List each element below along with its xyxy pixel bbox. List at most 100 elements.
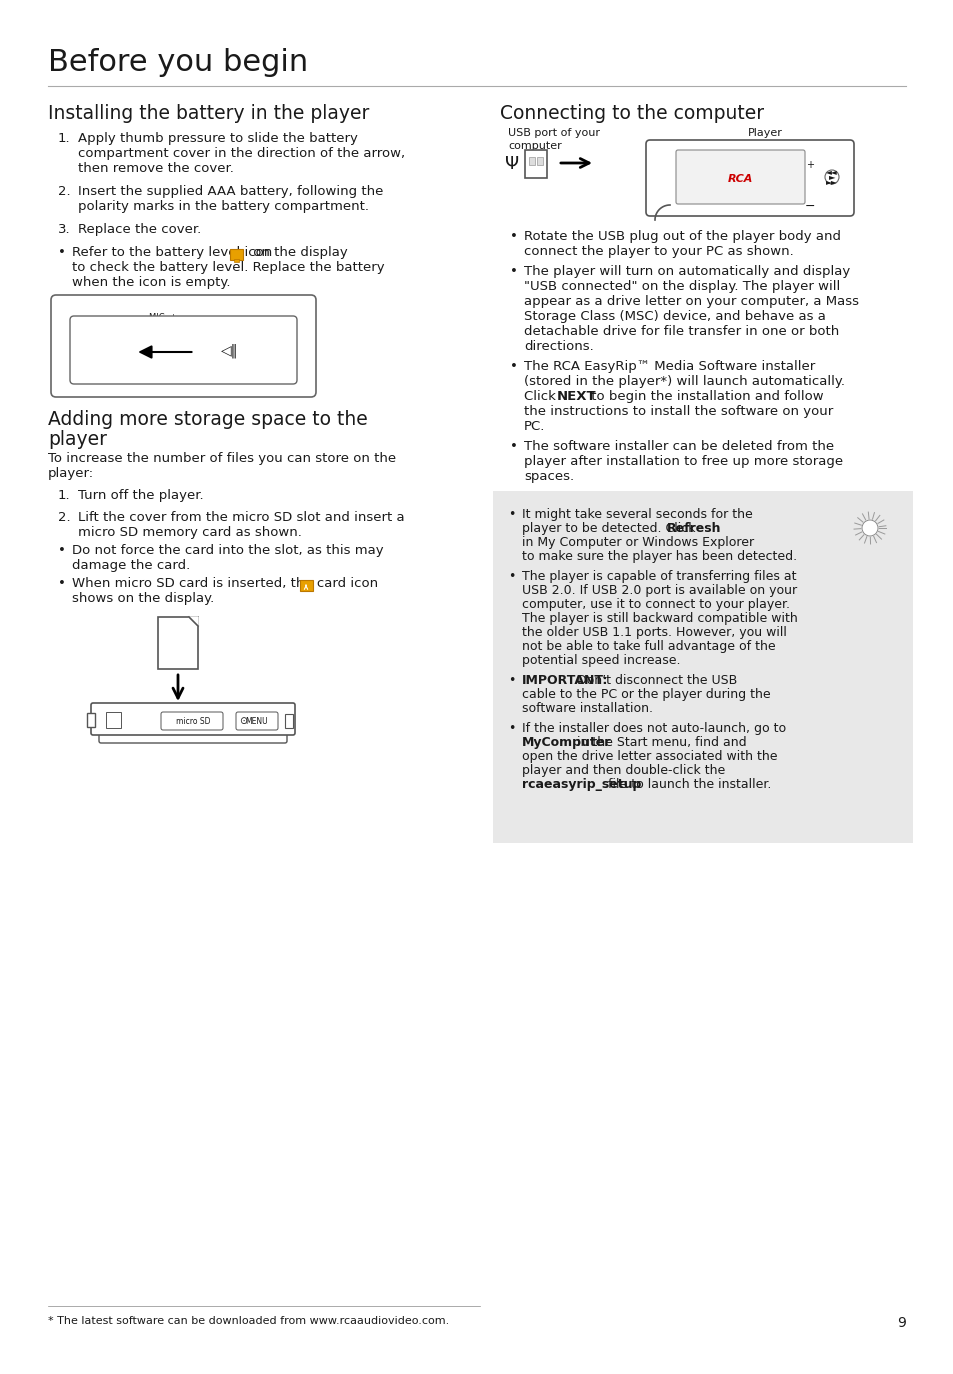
Text: ◄◄: ◄◄ bbox=[825, 168, 837, 176]
Text: •: • bbox=[58, 577, 66, 589]
Text: +: + bbox=[805, 159, 813, 170]
Text: not be able to take full advantage of the: not be able to take full advantage of th… bbox=[521, 640, 775, 653]
Text: MIC  +: MIC + bbox=[149, 313, 177, 322]
FancyBboxPatch shape bbox=[91, 703, 294, 735]
Text: Storage Class (MSC) device, and behave as a: Storage Class (MSC) device, and behave a… bbox=[523, 311, 825, 323]
Text: shows on the display.: shows on the display. bbox=[71, 592, 214, 605]
Text: Click: Click bbox=[523, 390, 559, 403]
Text: Replace the cover.: Replace the cover. bbox=[78, 223, 201, 236]
Text: ◁‖: ◁‖ bbox=[220, 344, 238, 359]
Text: 2.: 2. bbox=[58, 511, 71, 523]
Text: •: • bbox=[58, 246, 66, 260]
Text: polarity marks in the battery compartment.: polarity marks in the battery compartmen… bbox=[78, 201, 369, 213]
Text: ►: ► bbox=[828, 173, 835, 181]
Text: If the installer does not auto-launch, go to: If the installer does not auto-launch, g… bbox=[521, 721, 785, 735]
Text: •: • bbox=[507, 570, 515, 583]
Text: * The latest software can be downloaded from www.rcaaudiovideo.com.: * The latest software can be downloaded … bbox=[48, 1316, 449, 1326]
Text: open the drive letter associated with the: open the drive letter associated with th… bbox=[521, 750, 777, 763]
Polygon shape bbox=[189, 617, 198, 627]
Text: software installation.: software installation. bbox=[521, 702, 652, 714]
Text: MENU: MENU bbox=[246, 716, 268, 725]
Text: Installing the battery in the player: Installing the battery in the player bbox=[48, 104, 369, 124]
Text: connect the player to your PC as shown.: connect the player to your PC as shown. bbox=[523, 245, 793, 258]
FancyBboxPatch shape bbox=[529, 157, 535, 165]
Text: file to launch the installer.: file to launch the installer. bbox=[604, 778, 771, 791]
FancyBboxPatch shape bbox=[158, 617, 198, 669]
Text: Do not force the card into the slot, as this may: Do not force the card into the slot, as … bbox=[71, 544, 383, 556]
FancyBboxPatch shape bbox=[161, 712, 223, 730]
Text: to begin the installation and follow: to begin the installation and follow bbox=[586, 390, 822, 403]
Text: The RCA EasyRip™ Media Software installer: The RCA EasyRip™ Media Software installe… bbox=[523, 360, 815, 372]
Text: When micro SD card is inserted, the card icon: When micro SD card is inserted, the card… bbox=[71, 577, 382, 589]
Text: in My Computer or Windows Explorer: in My Computer or Windows Explorer bbox=[521, 536, 753, 550]
Text: ►►: ►► bbox=[825, 177, 837, 187]
Text: Don’t disconnect the USB: Don’t disconnect the USB bbox=[573, 675, 737, 687]
Text: appear as a drive letter on your computer, a Mass: appear as a drive letter on your compute… bbox=[523, 295, 858, 308]
Text: Apply thumb pressure to slide the battery: Apply thumb pressure to slide the batter… bbox=[78, 132, 357, 146]
Text: To increase the number of files you can store on the: To increase the number of files you can … bbox=[48, 452, 395, 464]
Text: It might take several seconds for the: It might take several seconds for the bbox=[521, 508, 752, 521]
Text: Lift the cover from the micro SD slot and insert a: Lift the cover from the micro SD slot an… bbox=[78, 511, 404, 523]
Text: computer, use it to connect to your player.: computer, use it to connect to your play… bbox=[521, 598, 789, 611]
FancyBboxPatch shape bbox=[230, 249, 243, 260]
Text: The software installer can be deleted from the: The software installer can be deleted fr… bbox=[523, 440, 833, 453]
Text: when the icon is empty.: when the icon is empty. bbox=[71, 276, 231, 289]
Text: The player will turn on automatically and display: The player will turn on automatically an… bbox=[523, 265, 849, 278]
Text: ⊙: ⊙ bbox=[238, 716, 247, 725]
Text: Rotate the USB plug out of the player body and: Rotate the USB plug out of the player bo… bbox=[523, 229, 841, 243]
Text: The player is still backward compatible with: The player is still backward compatible … bbox=[521, 611, 797, 625]
Text: •: • bbox=[507, 508, 515, 521]
Text: 9: 9 bbox=[896, 1316, 905, 1330]
FancyBboxPatch shape bbox=[233, 260, 239, 262]
Text: 1.: 1. bbox=[58, 489, 71, 502]
Text: RCA: RCA bbox=[726, 174, 752, 184]
Text: Refresh: Refresh bbox=[666, 522, 720, 534]
Text: •: • bbox=[510, 265, 517, 278]
Text: damage the card.: damage the card. bbox=[71, 559, 190, 572]
Text: in the Start menu, find and: in the Start menu, find and bbox=[573, 736, 746, 749]
FancyBboxPatch shape bbox=[87, 713, 95, 727]
Text: computer: computer bbox=[507, 142, 561, 151]
Circle shape bbox=[862, 519, 877, 536]
Text: then remove the cover.: then remove the cover. bbox=[78, 162, 233, 174]
Text: PC.: PC. bbox=[523, 420, 545, 433]
Text: compartment cover in the direction of the arrow,: compartment cover in the direction of th… bbox=[78, 147, 405, 159]
Text: the older USB 1.1 ports. However, you will: the older USB 1.1 ports. However, you wi… bbox=[521, 627, 786, 639]
Text: Turn off the player.: Turn off the player. bbox=[78, 489, 203, 502]
Text: 1.: 1. bbox=[58, 132, 71, 146]
FancyBboxPatch shape bbox=[285, 714, 293, 728]
Text: USB port of your: USB port of your bbox=[507, 128, 599, 137]
Text: "USB connected" on the display. The player will: "USB connected" on the display. The play… bbox=[523, 280, 840, 293]
FancyBboxPatch shape bbox=[493, 491, 912, 844]
Text: player and then double-click the: player and then double-click the bbox=[521, 764, 724, 778]
Text: cable to the PC or the player during the: cable to the PC or the player during the bbox=[521, 688, 770, 701]
Text: 3.: 3. bbox=[58, 223, 71, 236]
Text: •: • bbox=[510, 360, 517, 372]
Text: •: • bbox=[507, 675, 515, 687]
Text: player after installation to free up more storage: player after installation to free up mor… bbox=[523, 455, 842, 469]
Text: to make sure the player has been detected.: to make sure the player has been detecte… bbox=[521, 550, 797, 563]
Text: IMPORTANT:: IMPORTANT: bbox=[521, 675, 608, 687]
Text: rcaeasyrip_setup: rcaeasyrip_setup bbox=[521, 778, 640, 791]
FancyBboxPatch shape bbox=[235, 712, 277, 730]
Circle shape bbox=[824, 170, 838, 184]
Text: player: player bbox=[48, 430, 107, 449]
Text: directions.: directions. bbox=[523, 339, 593, 353]
Text: •: • bbox=[510, 229, 517, 243]
Text: The player is capable of transferring files at: The player is capable of transferring fi… bbox=[521, 570, 796, 583]
Text: potential speed increase.: potential speed increase. bbox=[521, 654, 679, 666]
Text: player to be detected. Click: player to be detected. Click bbox=[521, 522, 699, 534]
FancyBboxPatch shape bbox=[676, 150, 804, 203]
Text: USB 2.0. If USB 2.0 port is available on your: USB 2.0. If USB 2.0 port is available on… bbox=[521, 584, 797, 596]
Text: the instructions to install the software on your: the instructions to install the software… bbox=[523, 405, 832, 418]
Text: micro SD: micro SD bbox=[175, 716, 210, 725]
Text: Adding more storage space to the: Adding more storage space to the bbox=[48, 409, 367, 429]
FancyBboxPatch shape bbox=[537, 157, 542, 165]
Text: spaces.: spaces. bbox=[523, 470, 574, 484]
FancyBboxPatch shape bbox=[524, 150, 546, 179]
Text: micro SD memory card as shown.: micro SD memory card as shown. bbox=[78, 526, 301, 539]
FancyBboxPatch shape bbox=[106, 712, 121, 728]
Text: Ψ: Ψ bbox=[504, 155, 518, 173]
FancyBboxPatch shape bbox=[99, 727, 287, 743]
Text: −: − bbox=[804, 201, 815, 213]
